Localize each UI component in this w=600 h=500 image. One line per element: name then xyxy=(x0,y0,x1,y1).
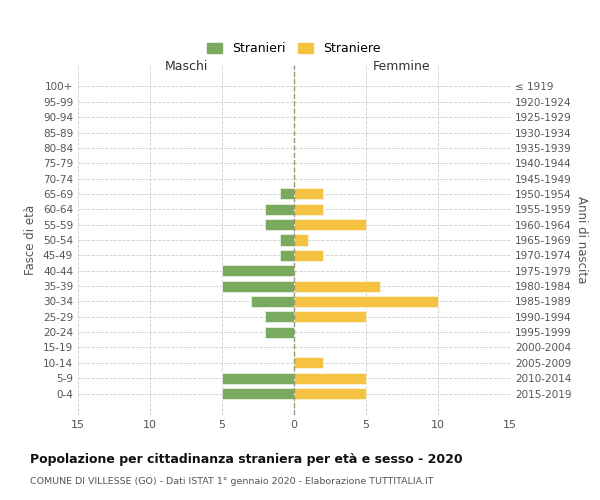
Bar xyxy=(280,234,294,246)
Bar xyxy=(265,219,294,230)
Bar xyxy=(294,312,366,322)
Bar xyxy=(222,280,294,291)
Bar xyxy=(294,372,366,384)
Bar xyxy=(294,188,323,200)
Bar xyxy=(222,265,294,276)
Bar xyxy=(265,312,294,322)
Bar xyxy=(222,372,294,384)
Bar xyxy=(280,188,294,200)
Text: Femmine: Femmine xyxy=(373,60,431,72)
Bar xyxy=(265,204,294,215)
Bar xyxy=(294,280,380,291)
Legend: Stranieri, Straniere: Stranieri, Straniere xyxy=(201,36,387,62)
Bar xyxy=(294,204,323,215)
Bar xyxy=(294,296,438,307)
Bar xyxy=(294,219,366,230)
Bar xyxy=(222,388,294,399)
Bar xyxy=(294,234,308,246)
Bar xyxy=(251,296,294,307)
Text: Popolazione per cittadinanza straniera per età e sesso - 2020: Popolazione per cittadinanza straniera p… xyxy=(30,452,463,466)
Bar xyxy=(265,326,294,338)
Text: Maschi: Maschi xyxy=(164,60,208,72)
Bar xyxy=(294,388,366,399)
Y-axis label: Anni di nascita: Anni di nascita xyxy=(575,196,588,284)
Bar xyxy=(294,250,323,261)
Text: COMUNE DI VILLESSE (GO) - Dati ISTAT 1° gennaio 2020 - Elaborazione TUTTITALIA.I: COMUNE DI VILLESSE (GO) - Dati ISTAT 1° … xyxy=(30,478,433,486)
Bar xyxy=(280,250,294,261)
Bar xyxy=(294,358,323,368)
Y-axis label: Fasce di età: Fasce di età xyxy=(25,205,37,275)
